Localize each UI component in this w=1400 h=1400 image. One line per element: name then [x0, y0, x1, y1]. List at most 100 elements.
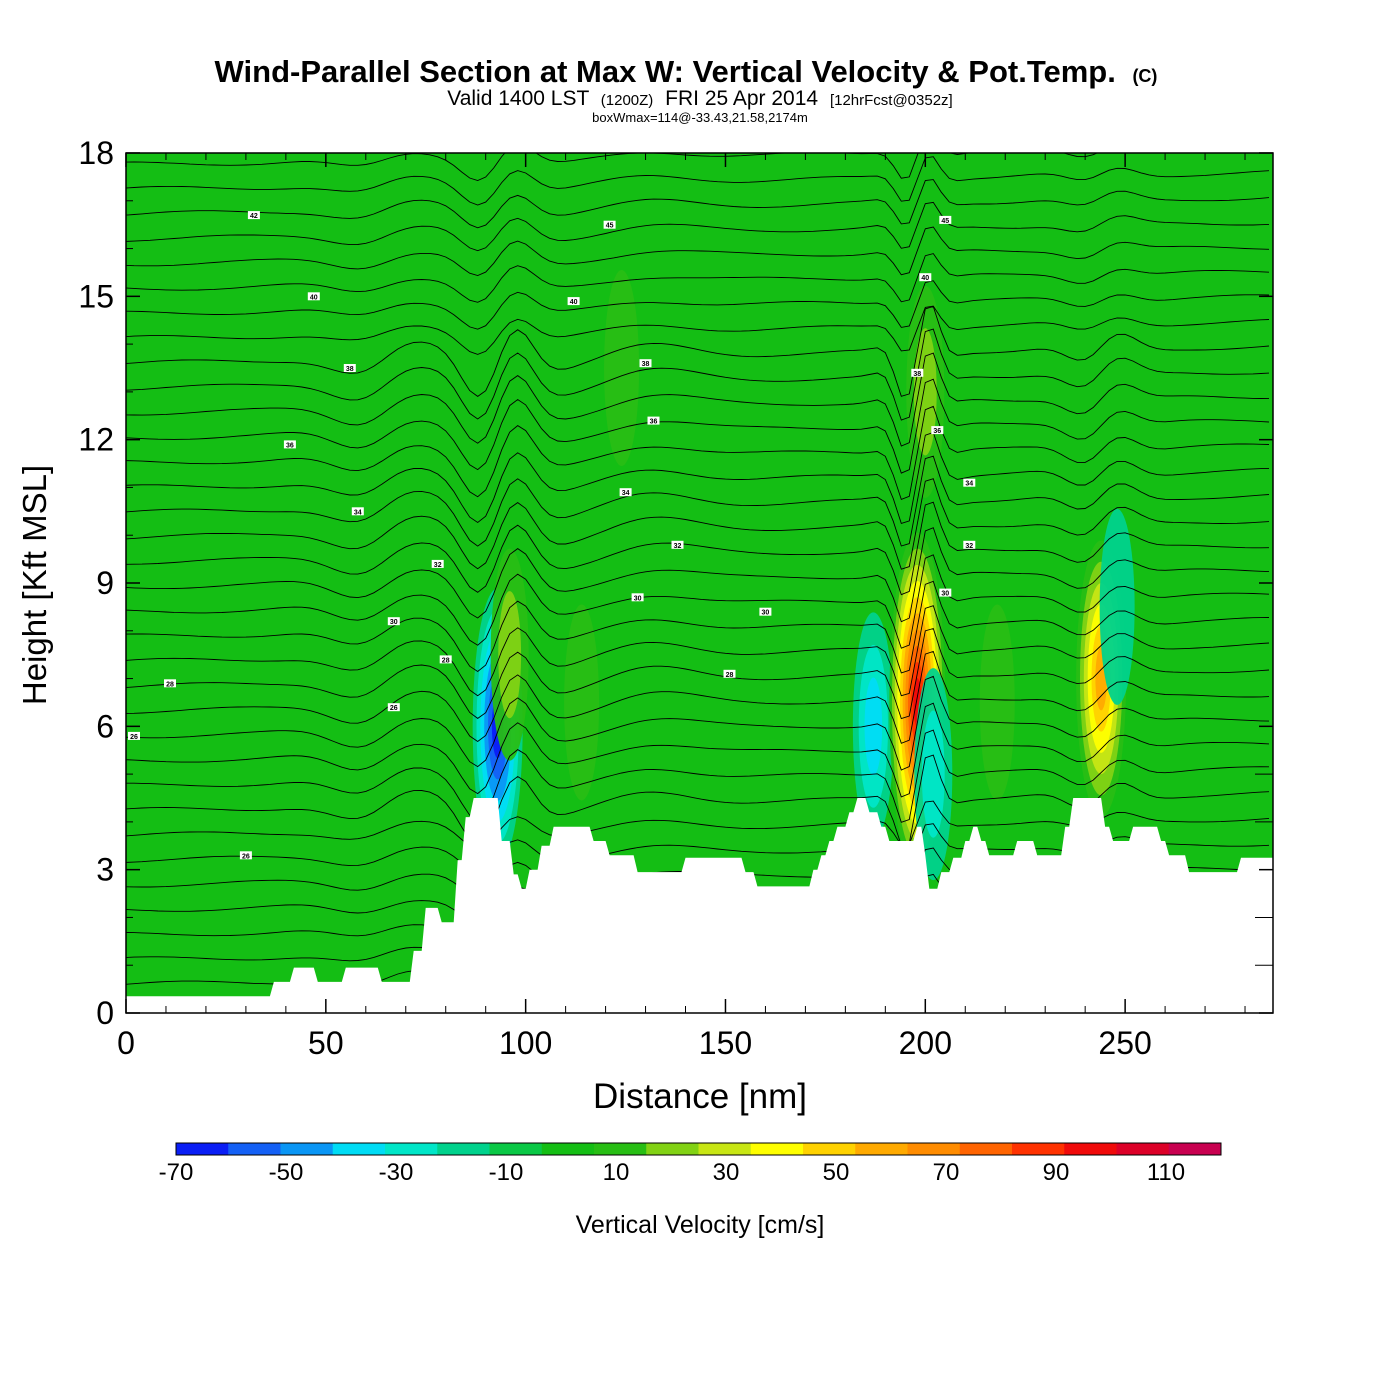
contour-label-bg [939, 588, 952, 597]
contour-label-bg [343, 364, 356, 372]
x-tick-label: 250 [1098, 1025, 1151, 1061]
chart-title: Wind-Parallel Section at Max W: Vertical… [215, 54, 1116, 89]
contour-label-text: 38 [346, 366, 354, 373]
contour-label: 45 [939, 215, 952, 225]
contour-label-text: 26 [390, 705, 398, 712]
theta-contour [126, 580, 1270, 674]
copyright-mark: (C) [1132, 66, 1157, 86]
colorbar-tick-label: 10 [603, 1159, 630, 1186]
contour-label: 26 [387, 703, 400, 712]
y-axis-label: Height [Kft MSL] [16, 465, 53, 705]
colorbar-swatch [959, 1143, 1013, 1155]
theta-contour [126, 201, 1270, 252]
contour-label-bg [351, 507, 364, 516]
contour-label-bg [619, 488, 632, 497]
w-feature [604, 270, 640, 466]
contour-label-text: 42 [250, 213, 258, 220]
theta-contour [126, 605, 1270, 697]
y-tick-label: 9 [96, 565, 114, 601]
contour-label-text: 30 [390, 619, 398, 626]
theta-contour [126, 153, 1099, 181]
contour-label-bg [911, 368, 924, 377]
colorbar-tick-label: -50 [269, 1159, 304, 1186]
theta-contour [126, 405, 1270, 500]
theta-contour [126, 501, 1270, 596]
contour-label-text: 38 [913, 371, 921, 378]
boxwmax-label: boxWmax=114@-33.43,21.58,2174m [592, 110, 808, 125]
contour-label: 30 [631, 593, 644, 602]
contour-label-text: 30 [762, 610, 770, 617]
colorbar-swatch [228, 1143, 281, 1155]
y-tick-label: 15 [78, 278, 114, 314]
contour-label-bg [239, 851, 252, 860]
colorbar-tick-label: 90 [1043, 1159, 1070, 1186]
contour-label: 30 [759, 607, 772, 617]
colorbar-tick-label: -70 [159, 1159, 194, 1186]
contour-label-text: 45 [941, 218, 949, 225]
contour-label: 32 [671, 540, 684, 550]
colorbar-label: Vertical Velocity [cm/s] [576, 1211, 825, 1239]
terrain-mask [126, 798, 1273, 1013]
colorbar-swatch [489, 1143, 543, 1155]
theta-contour [126, 627, 1270, 720]
theta-contour [126, 455, 1270, 547]
contour-label-text: 28 [166, 681, 174, 688]
contour-label-text: 32 [965, 543, 973, 550]
colorbar-swatch [907, 1143, 961, 1155]
contour-label-bg [164, 679, 176, 688]
contour-label-text: 34 [965, 481, 973, 488]
x-tick-label: 0 [117, 1025, 135, 1061]
colorbar-swatch [332, 1143, 386, 1155]
contour-label: 26 [239, 851, 252, 860]
contour-label-bg [603, 220, 616, 229]
colorbar-tick-label: 70 [933, 1159, 960, 1186]
theta-contour [126, 253, 1270, 303]
colorbar-swatch [541, 1143, 595, 1155]
theta-contour [126, 527, 1270, 623]
colorbar: -70 -50 -30 -10 10 30 50 70 90 110 Vertical Veloc… [159, 1142, 1222, 1239]
x-tick-label: 200 [899, 1025, 952, 1061]
svg-text:Wind-Parallel Section at Max W: Wind-Parallel Section at Max W: Vertical… [215, 54, 1158, 89]
w-band [979, 604, 1015, 801]
valid-time: Valid 1400 LST [447, 87, 589, 110]
colorbar-swatch [385, 1143, 438, 1155]
contour-label-text: 26 [242, 853, 250, 860]
contour-label-bg [128, 731, 140, 740]
theta-contour [126, 280, 1270, 330]
valid-zulu: (1200Z) [601, 92, 654, 109]
contour-label: 34 [619, 488, 632, 497]
colorbar-swatch [1012, 1143, 1065, 1155]
contour-label-text: 30 [941, 591, 949, 598]
contour-label: 36 [647, 416, 660, 426]
contour-label-bg [387, 703, 400, 712]
contour-label-bg [759, 607, 772, 616]
theta-contour [126, 729, 1270, 823]
contour-label-text: 38 [642, 361, 650, 368]
w-band [564, 604, 600, 801]
theta-contour [126, 478, 1270, 570]
theta-contour [126, 328, 1270, 421]
theta-contour [126, 554, 1270, 649]
contour-label-bg [387, 617, 400, 626]
forecast-tag: [12hrFcst@0352z] [830, 92, 953, 109]
contour-label: 36 [931, 426, 944, 435]
contour-label-text: 36 [286, 442, 294, 449]
contour-label: 38 [343, 364, 356, 373]
header: Wind-Parallel Section at Max W: Vertical… [215, 54, 1158, 125]
contour-label-text: 28 [726, 672, 734, 679]
y-tick-label: 3 [96, 852, 114, 888]
theta-contour [126, 179, 1270, 229]
contour-label-bg [283, 440, 296, 449]
colorbar-tick-label: 30 [713, 1159, 740, 1186]
contour-label-bg [567, 297, 580, 306]
contour-label: 40 [307, 292, 320, 301]
colorbar-swatch [1116, 1143, 1170, 1155]
theta-contour [126, 702, 1270, 798]
contour-label: 28 [723, 669, 736, 679]
contour-label: 30 [939, 588, 952, 598]
contour-label-text: 32 [674, 543, 682, 550]
colorbar-swatch [646, 1143, 699, 1155]
